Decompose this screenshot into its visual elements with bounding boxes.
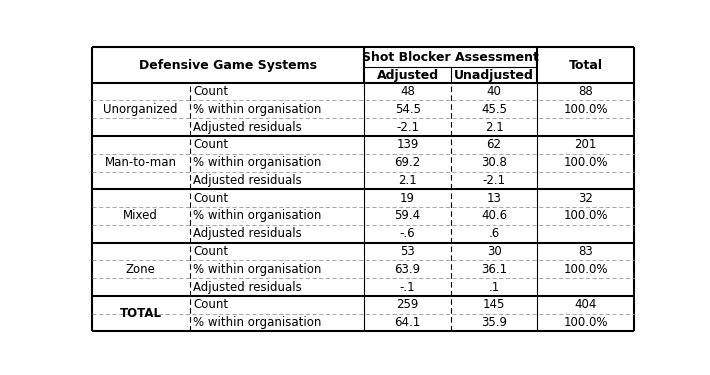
Text: 63.9: 63.9 bbox=[395, 263, 421, 276]
Text: 53: 53 bbox=[400, 245, 415, 258]
Text: Unorganized: Unorganized bbox=[104, 103, 178, 116]
Text: -2.1: -2.1 bbox=[483, 174, 506, 187]
Text: 404: 404 bbox=[574, 298, 596, 311]
Text: % within organisation: % within organisation bbox=[193, 263, 322, 276]
Text: .1: .1 bbox=[488, 280, 500, 294]
Text: TOTAL: TOTAL bbox=[120, 307, 162, 320]
Text: Unadjusted: Unadjusted bbox=[454, 69, 534, 81]
Text: Adjusted residuals: Adjusted residuals bbox=[193, 280, 302, 294]
Text: Defensive Game Systems: Defensive Game Systems bbox=[139, 58, 317, 72]
Text: -.6: -.6 bbox=[400, 227, 415, 240]
Text: 100.0%: 100.0% bbox=[563, 103, 608, 116]
Text: 30: 30 bbox=[486, 245, 501, 258]
Text: -.1: -.1 bbox=[400, 280, 415, 294]
Text: .6: .6 bbox=[488, 227, 500, 240]
Text: 59.4: 59.4 bbox=[395, 210, 421, 222]
Text: -2.1: -2.1 bbox=[396, 121, 419, 134]
Text: 64.1: 64.1 bbox=[395, 316, 421, 329]
Text: % within organisation: % within organisation bbox=[193, 210, 322, 222]
Text: 19: 19 bbox=[400, 192, 415, 205]
Text: Zone: Zone bbox=[126, 263, 155, 276]
Text: 32: 32 bbox=[578, 192, 593, 205]
Text: 69.2: 69.2 bbox=[395, 156, 421, 169]
Text: Count: Count bbox=[193, 138, 229, 152]
Text: Shot Blocker Assessment: Shot Blocker Assessment bbox=[362, 51, 539, 64]
Text: Adjusted residuals: Adjusted residuals bbox=[193, 121, 302, 134]
Text: 35.9: 35.9 bbox=[481, 316, 507, 329]
Text: 54.5: 54.5 bbox=[395, 103, 420, 116]
Text: 48: 48 bbox=[400, 85, 415, 98]
Text: Count: Count bbox=[193, 192, 229, 205]
Text: 83: 83 bbox=[578, 245, 593, 258]
Text: % within organisation: % within organisation bbox=[193, 316, 322, 329]
Text: 139: 139 bbox=[396, 138, 419, 152]
Text: Adjusted: Adjusted bbox=[376, 69, 439, 81]
Text: Mixed: Mixed bbox=[124, 210, 158, 222]
Text: Man-to-man: Man-to-man bbox=[104, 156, 177, 169]
Text: Adjusted residuals: Adjusted residuals bbox=[193, 174, 302, 187]
Text: Total: Total bbox=[569, 58, 603, 72]
Text: 36.1: 36.1 bbox=[481, 263, 507, 276]
Text: 45.5: 45.5 bbox=[481, 103, 507, 116]
Text: % within organisation: % within organisation bbox=[193, 103, 322, 116]
Text: 145: 145 bbox=[483, 298, 506, 311]
Text: 100.0%: 100.0% bbox=[563, 156, 608, 169]
Text: Count: Count bbox=[193, 298, 229, 311]
Text: 30.8: 30.8 bbox=[481, 156, 507, 169]
Text: Adjusted residuals: Adjusted residuals bbox=[193, 227, 302, 240]
Text: 40.6: 40.6 bbox=[481, 210, 507, 222]
Text: Count: Count bbox=[193, 85, 229, 98]
Text: 40: 40 bbox=[486, 85, 501, 98]
Text: Count: Count bbox=[193, 245, 229, 258]
Text: 62: 62 bbox=[486, 138, 501, 152]
Text: 88: 88 bbox=[578, 85, 593, 98]
Text: % within organisation: % within organisation bbox=[193, 156, 322, 169]
Text: 201: 201 bbox=[574, 138, 596, 152]
Text: 13: 13 bbox=[486, 192, 501, 205]
Text: 100.0%: 100.0% bbox=[563, 210, 608, 222]
Text: 100.0%: 100.0% bbox=[563, 263, 608, 276]
Text: 2.1: 2.1 bbox=[398, 174, 417, 187]
Text: 259: 259 bbox=[396, 298, 419, 311]
Text: 100.0%: 100.0% bbox=[563, 316, 608, 329]
Text: 2.1: 2.1 bbox=[485, 121, 503, 134]
